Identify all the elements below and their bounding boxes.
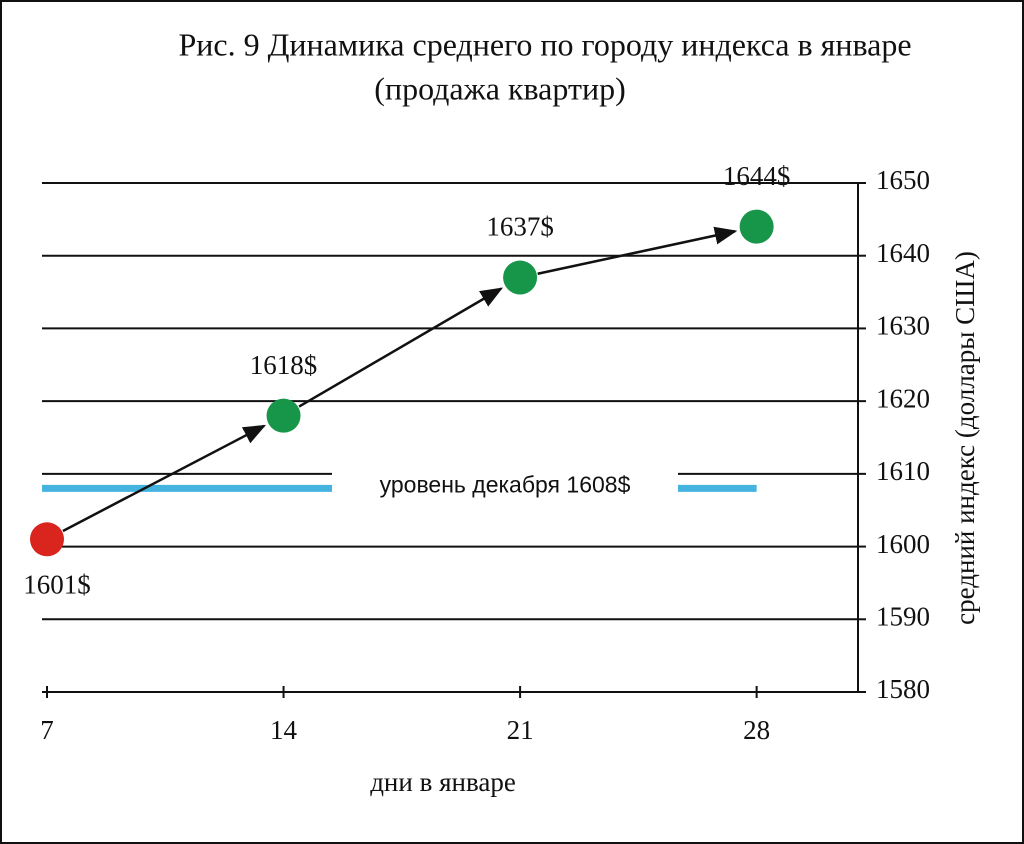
y-axis-label: средний индекс (доллары США) [950,251,980,625]
y-tick-label: 1580 [876,674,930,704]
x-tick-label: 28 [743,715,770,745]
value-label: 1618$ [250,350,318,380]
chart-title: Рис. 9 Динамика среднего по городу индек… [178,26,911,62]
x-tick-label: 14 [270,715,298,745]
reference-label: уровень декабря 1608$ [380,471,631,497]
data-point [503,260,538,295]
value-label: 1644$ [723,161,791,191]
x-tick-label: 7 [40,715,54,745]
value-label: 1637$ [486,212,554,242]
y-tick-label: 1630 [876,311,930,341]
data-point [266,398,301,433]
value-label: 1601$ [23,570,91,600]
y-tick-label: 1650 [876,165,930,195]
reference-label-bg [332,464,678,503]
x-tick-label: 21 [507,715,534,745]
chart-subtitle: (продажа квартир) [374,70,625,106]
y-tick-label: 1610 [876,456,930,486]
data-point [30,522,64,557]
trend-arrow [537,226,738,275]
y-tick-label: 1640 [876,238,930,268]
x-axis-label: дни в январе [370,767,516,797]
y-tick-label: 1620 [876,383,930,413]
y-tick-label: 1600 [876,529,930,559]
trend-arrow [62,424,267,533]
trend-arrow [298,287,504,408]
y-tick-label: 1590 [876,601,930,631]
data-point [739,209,774,244]
